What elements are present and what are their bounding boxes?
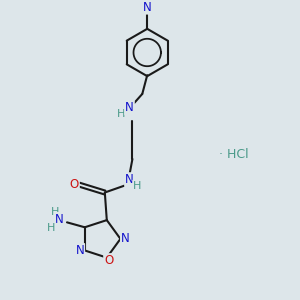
Text: N: N: [143, 1, 152, 13]
Text: H: H: [47, 223, 56, 233]
Text: H: H: [51, 206, 59, 217]
Text: H: H: [133, 181, 142, 190]
Text: O: O: [70, 178, 79, 191]
Text: N: N: [75, 244, 84, 257]
Text: O: O: [104, 254, 113, 267]
Text: N: N: [121, 232, 130, 245]
Text: N: N: [125, 173, 134, 186]
Text: · HCl: · HCl: [219, 148, 249, 160]
Text: H: H: [116, 109, 125, 118]
Text: N: N: [55, 213, 64, 226]
Text: N: N: [125, 101, 134, 114]
